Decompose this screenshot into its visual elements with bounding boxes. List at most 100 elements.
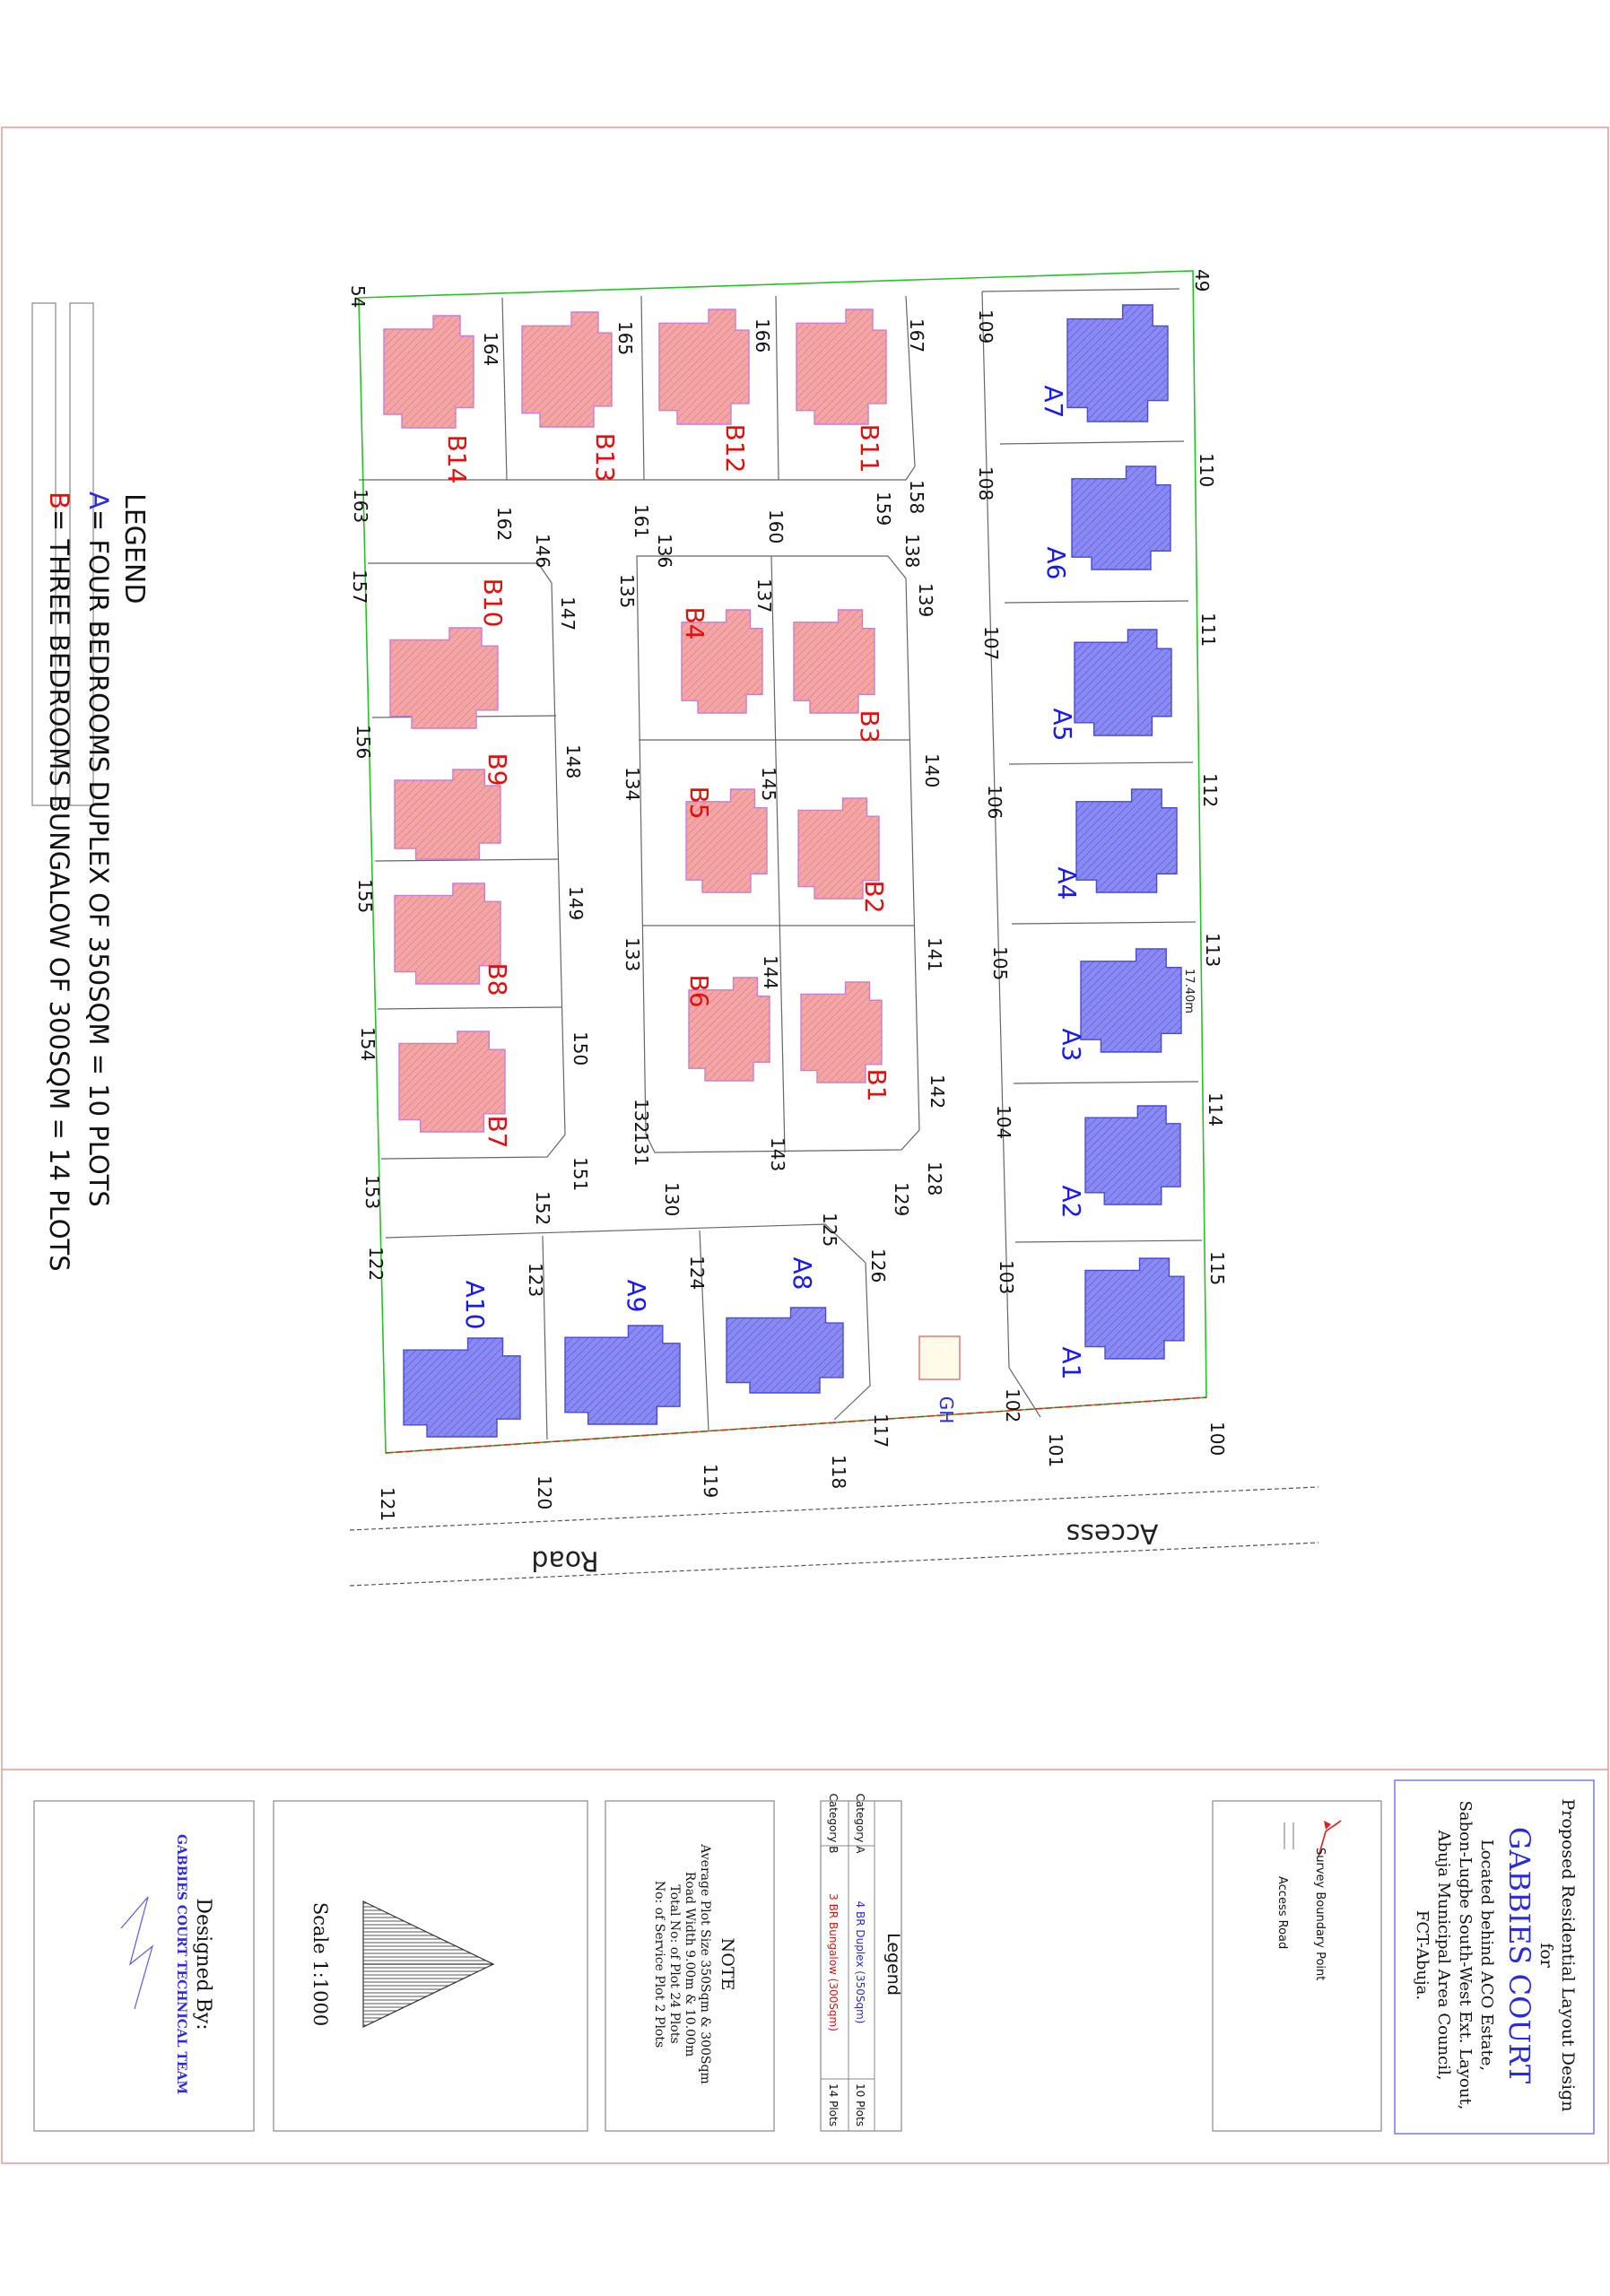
beacon-166: 166: [752, 318, 773, 352]
beacon-121: 121: [377, 1487, 398, 1521]
plot-label-b1: B1: [862, 1068, 892, 1101]
plot-lines: [359, 289, 1202, 1439]
plot-label-a2: A2: [1057, 1186, 1086, 1219]
plot-label-b8: B8: [483, 962, 512, 996]
house-a8: [727, 1308, 843, 1393]
beacon-100: 100: [1206, 1422, 1228, 1456]
beacon-109: 109: [975, 309, 996, 344]
house-footprint: [1081, 949, 1181, 1052]
beacon-125: 125: [819, 1213, 840, 1247]
legend-row1-type: 4 BR Duplex (350Sqm): [854, 1901, 866, 2024]
scale-label: Scale 1:1000: [309, 1902, 331, 2026]
beacon-113: 113: [1202, 933, 1223, 967]
beacon-146: 146: [532, 534, 553, 568]
beacon-118: 118: [828, 1455, 849, 1489]
beacon-114: 114: [1205, 1092, 1226, 1126]
plot-label-b12: B12: [720, 424, 750, 474]
survey-point-label: Survey Boundary Point: [1313, 1848, 1327, 1980]
plot-label-b6: B6: [684, 974, 714, 1007]
beacon-108: 108: [975, 466, 996, 500]
beacon-103: 103: [996, 1260, 1017, 1294]
plot-label-a7: A7: [1039, 386, 1068, 419]
beacon-112: 112: [1199, 773, 1221, 807]
house-footprint: [522, 312, 612, 427]
road-edge-bottom: [350, 1543, 1318, 1586]
beacon-147: 147: [557, 596, 579, 631]
plot-label-a8: A8: [788, 1257, 817, 1291]
note-line4: No: of Service Plot 2 Plots: [652, 1881, 666, 2048]
beacon-157: 157: [349, 570, 370, 604]
plot-label-b11: B11: [855, 424, 884, 474]
location-line2: Sabon-Lugbe South-West Ext. Layout,: [1456, 1801, 1475, 2110]
legend-table-title: Legend: [883, 1933, 903, 1996]
house-b3: [794, 610, 875, 713]
house-footprint: [565, 1326, 680, 1424]
location-line3: Abuja Municipal Area Council,: [1434, 1830, 1453, 2081]
plot-label-a3: A3: [1057, 1029, 1086, 1062]
beacon-163: 163: [350, 489, 371, 523]
beacon-133: 133: [622, 937, 643, 971]
house-footprint: [801, 982, 882, 1083]
location-line4: FCT-Abuja.: [1413, 1910, 1432, 2000]
key-panel: Survey Boundary Point Access Road: [1213, 1801, 1381, 2131]
legend-a-text: = FOUR BEDROOMS DUPLEX OF 350SQM = 10 PL…: [83, 509, 114, 1207]
road-label-road: Road: [531, 1544, 598, 1576]
note-line1: Average Plot Size 350Sqm & 300Sqm: [698, 1843, 712, 2084]
legend-row1-count: 10 Plots: [854, 2083, 866, 2126]
plot-label-b2: B2: [859, 880, 889, 913]
map-legend: LEGEND A= FOUR BEDROOMS DUPLEX OF 350SQM…: [32, 303, 150, 1272]
legend-row2-type: 3 BR Bungalow (300Sqm): [827, 1893, 840, 2031]
house-a9: [565, 1326, 680, 1424]
plot-label-a4: A4: [1052, 867, 1082, 900]
beacon-150: 150: [570, 1031, 591, 1065]
beacon-141: 141: [924, 937, 945, 971]
beacon-164: 164: [480, 332, 501, 366]
legend-a-key: A: [83, 491, 114, 509]
legend-row2-category: Category B: [827, 1794, 840, 1854]
beacon-130: 130: [661, 1182, 683, 1216]
legend-table: Legend Category A 4 BR Duplex (350Sqm) 1…: [821, 1794, 903, 2131]
beacon-136: 136: [654, 534, 675, 568]
house-b13: [522, 312, 612, 427]
scale-panel: Scale 1:1000: [274, 1801, 587, 2131]
legend-b-text: = THREE BEDROOMS BUNGALOW OF 300SQM = 14…: [44, 509, 74, 1272]
house-footprint: [727, 1308, 843, 1393]
house-footprint: [796, 309, 886, 424]
plot-label-b10: B10: [478, 578, 508, 628]
beacon-152: 152: [532, 1191, 553, 1225]
guard-house: [919, 1336, 960, 1379]
house-footprint: [659, 309, 749, 424]
title-panel: Proposed Residential Layout Design for G…: [1395, 1780, 1594, 2134]
beacon-132: 132: [631, 1099, 652, 1133]
signature-icon: [121, 1897, 152, 2009]
beacon-155: 155: [354, 879, 376, 913]
beacon-140: 140: [921, 753, 943, 787]
beacon-160: 160: [765, 509, 787, 544]
layout-sheet: GH A1A2A3A4A5A6A7A8A9A10B1B2B3B4B5B6B7B8…: [0, 0, 1610, 2296]
beacon-159: 159: [873, 491, 894, 526]
beacon-120: 120: [534, 1475, 555, 1509]
house-footprint: [1076, 789, 1177, 892]
road-edge-top: [350, 1487, 1318, 1530]
beacon-105: 105: [989, 946, 1011, 980]
plot-label-a5: A5: [1048, 709, 1077, 742]
note-title: NOTE: [718, 1938, 737, 1991]
legend-title: LEGEND: [118, 493, 150, 604]
beacon-151: 151: [570, 1157, 591, 1191]
beacon-107: 107: [980, 626, 1002, 660]
beacon-124: 124: [686, 1256, 708, 1290]
house-footprint: [390, 628, 498, 728]
house-b11: [796, 309, 886, 424]
legend-b-key: B: [44, 491, 74, 509]
house-a2: [1085, 1106, 1180, 1205]
beacon-153: 153: [361, 1175, 383, 1209]
beacon-102: 102: [1002, 1388, 1023, 1422]
beacon-149: 149: [565, 886, 587, 920]
project-name: GABBIES COURT: [1502, 1827, 1536, 2084]
house-footprint: [404, 1338, 520, 1437]
beacon-104: 104: [993, 1105, 1014, 1139]
beacon-119: 119: [700, 1464, 721, 1498]
house-a7: [1067, 305, 1168, 422]
beacon-144: 144: [760, 955, 781, 989]
access-road-label: Access Road: [1275, 1876, 1289, 1949]
